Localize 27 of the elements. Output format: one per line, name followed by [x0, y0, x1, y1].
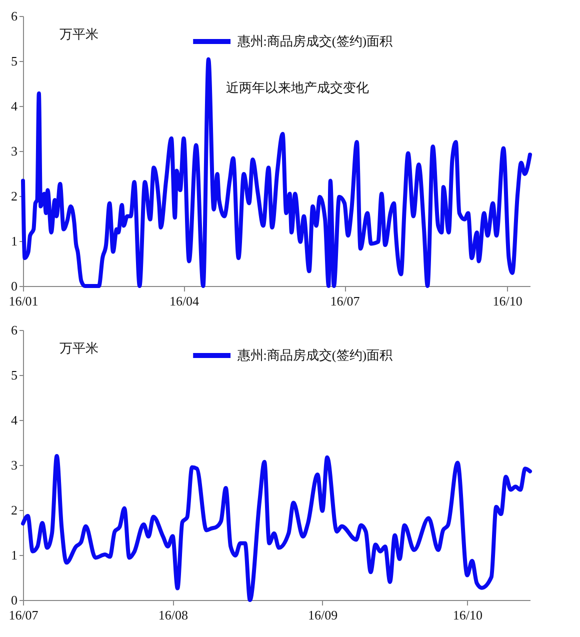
y-axis-title: 万平米: [60, 26, 98, 42]
y-tick-label: 6: [11, 322, 18, 338]
x-tick-label: 16/08: [158, 608, 188, 622]
y-tick-label: 4: [11, 98, 18, 114]
x-tick-label: 16/01: [8, 294, 38, 308]
y-tick-label: 3: [11, 458, 18, 472]
x-tick-label: 16/07: [8, 608, 39, 622]
y-axis-title: 万平米: [60, 340, 98, 356]
legend-label: 惠州:商品房成交(签约)面积: [236, 34, 393, 48]
legend-label: 惠州:商品房成交(签约)面积: [236, 348, 393, 362]
x-tick-label: 16/09: [308, 608, 338, 622]
y-tick-label: 6: [11, 8, 18, 24]
y-tick-label: 2: [11, 188, 18, 204]
annotation: 近两年以来地产成交变化: [226, 80, 369, 95]
y-tick-label: 4: [11, 412, 18, 428]
y-tick-label: 1: [11, 234, 18, 248]
x-tick-label: 16/07: [330, 294, 360, 308]
y-tick-label: 1: [11, 548, 18, 562]
y-tick-label: 3: [11, 144, 18, 158]
y-tick-label: 0: [11, 278, 18, 294]
y-tick-label: 0: [11, 592, 18, 608]
y-tick-label: 2: [11, 502, 18, 518]
y-tick-label: 5: [11, 54, 18, 68]
x-tick-label: 16/10: [492, 294, 522, 308]
y-tick-label: 5: [11, 368, 18, 382]
x-tick-label: 16/10: [452, 608, 483, 622]
x-tick-label: 16/04: [169, 294, 200, 308]
